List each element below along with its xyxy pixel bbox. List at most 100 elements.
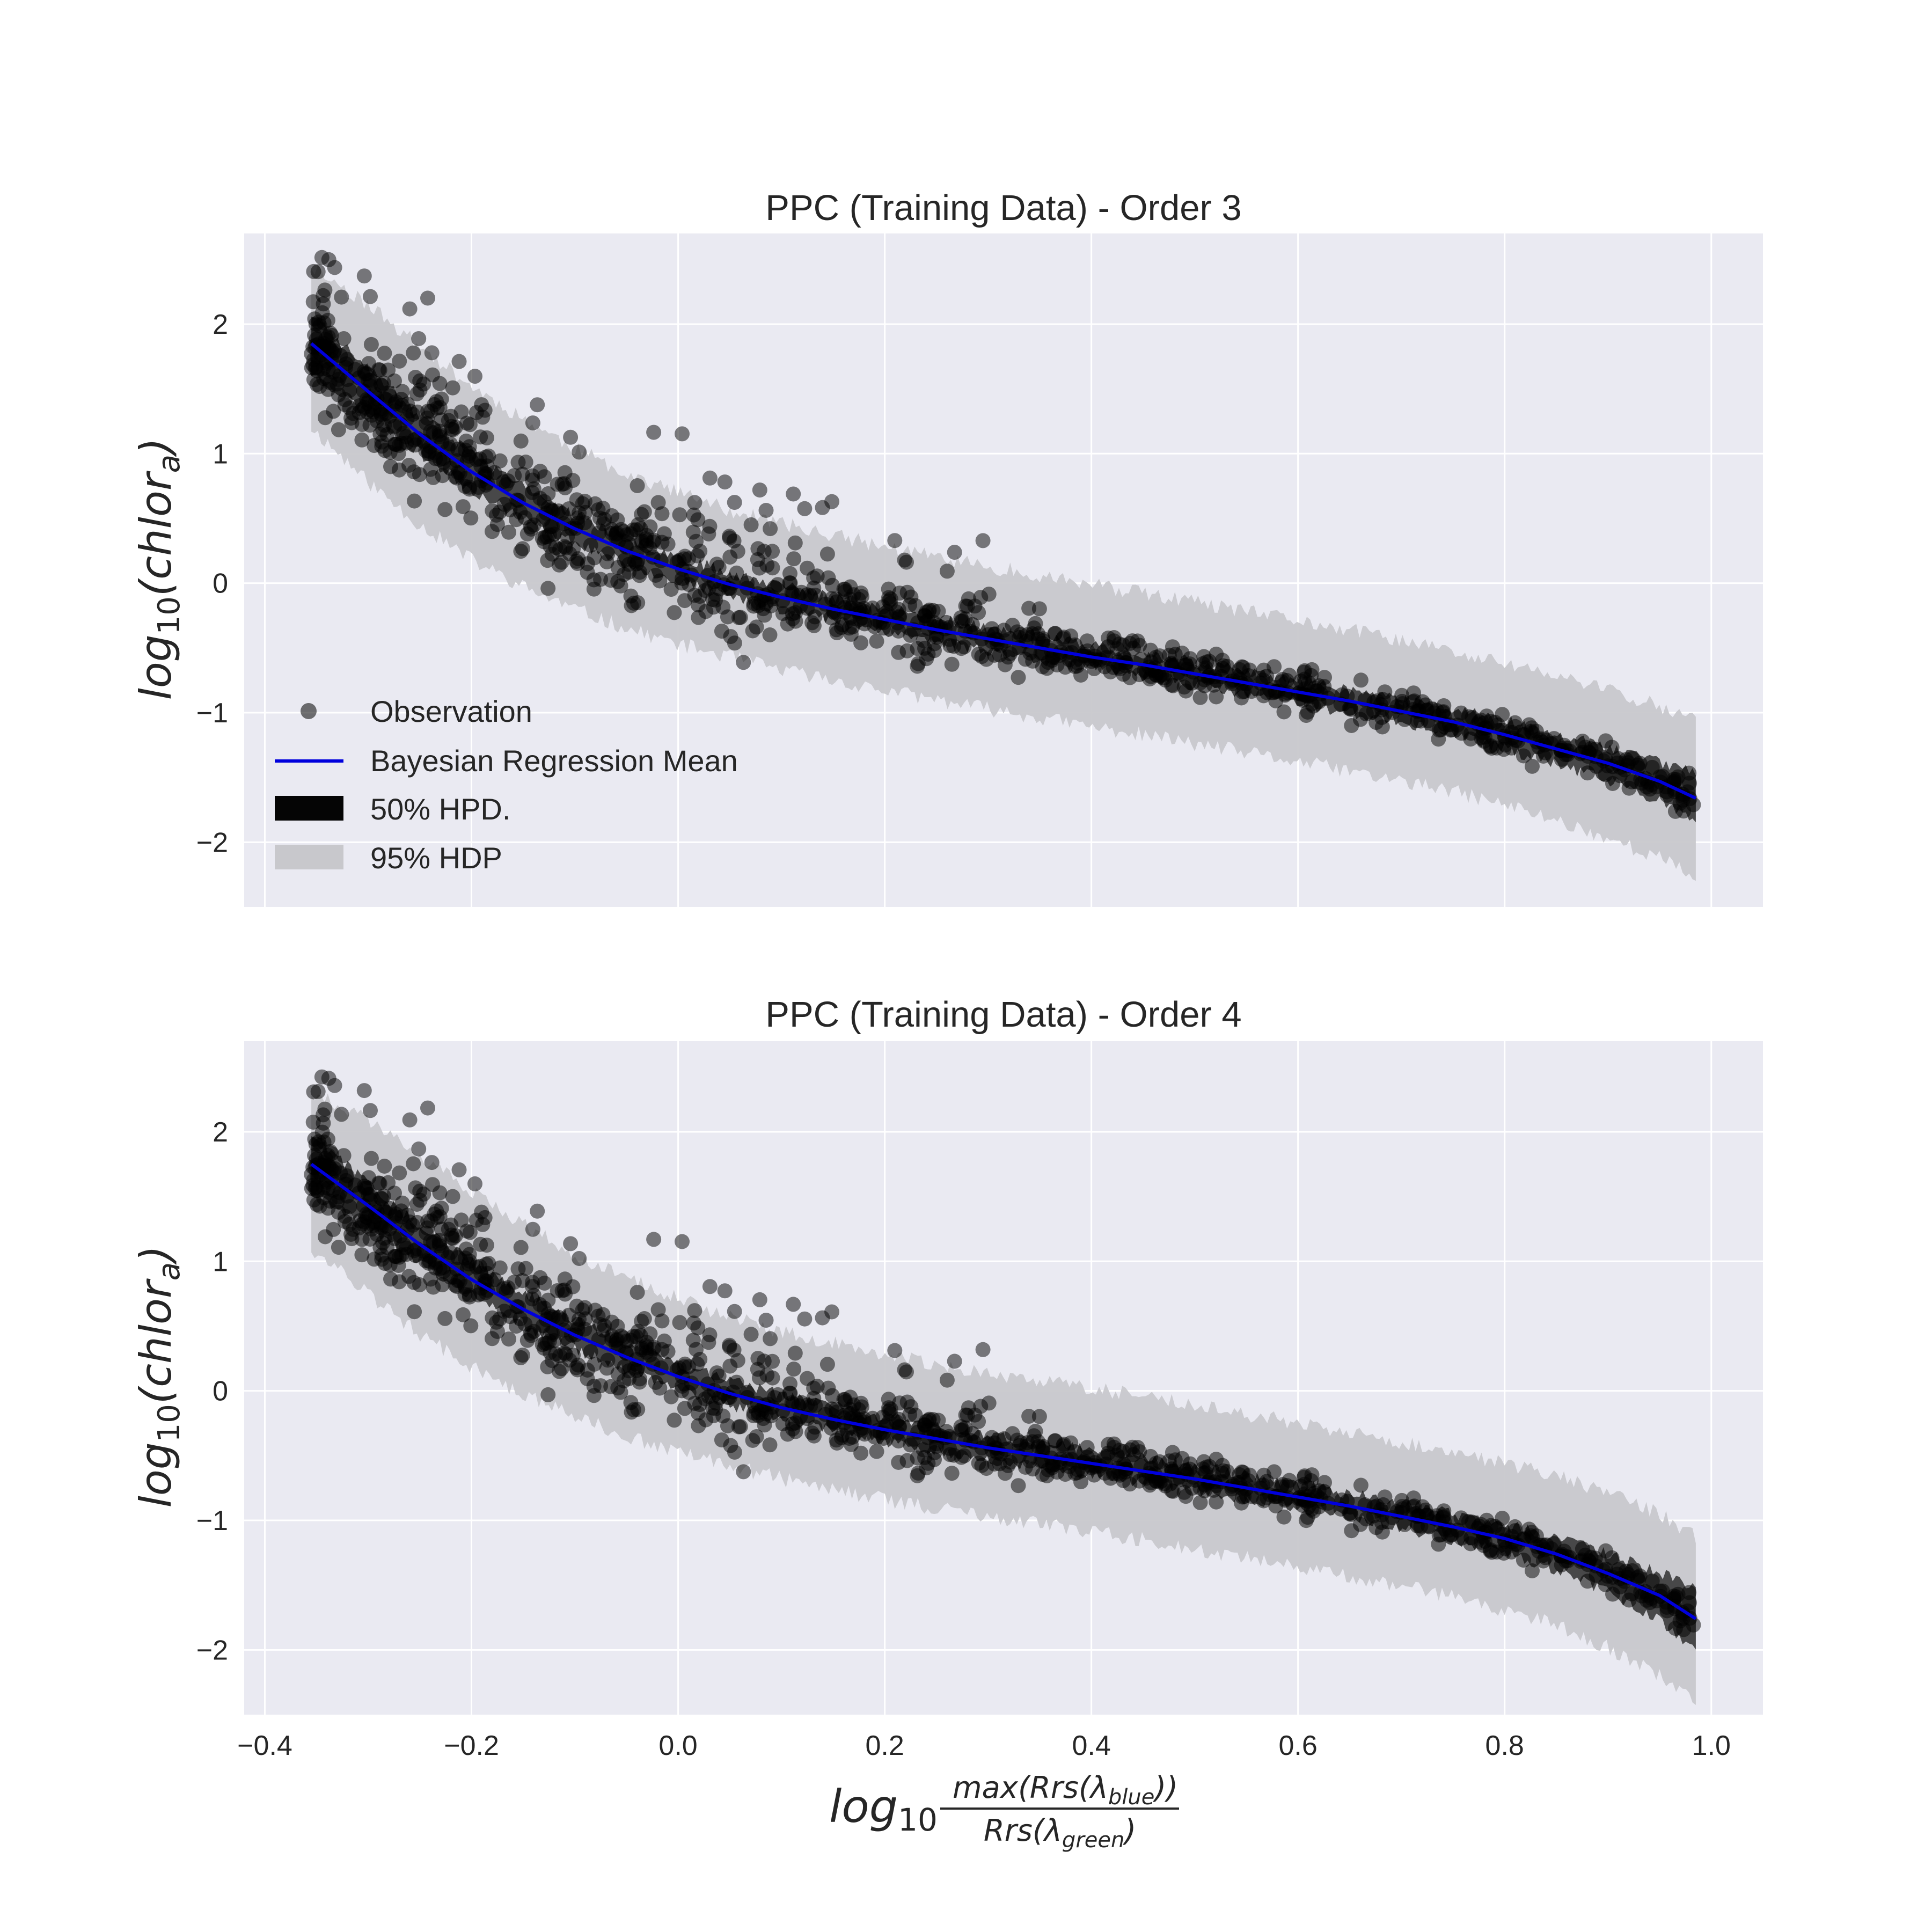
observation-point — [1067, 637, 1082, 653]
observation-point — [420, 1220, 435, 1236]
observation-point — [432, 400, 448, 415]
observation-point — [432, 1209, 448, 1225]
observation-point — [675, 1234, 690, 1249]
observation-point — [1148, 1455, 1164, 1471]
observation-point — [636, 504, 652, 519]
y-axis-label: log10(chlora) — [131, 1246, 187, 1508]
observation-point — [377, 346, 392, 361]
observation-point — [869, 633, 884, 649]
observation-point — [445, 380, 460, 396]
observation-point — [910, 658, 925, 674]
observation-point — [1256, 688, 1271, 704]
observation-point — [1484, 1545, 1499, 1560]
observation-point — [344, 1231, 360, 1247]
observation-point — [451, 1162, 467, 1177]
x-axis-label-denominator: Rrs(λgreen) — [984, 1813, 1136, 1853]
observation-point — [572, 444, 587, 460]
observation-point — [331, 422, 346, 437]
observation-point — [321, 1071, 336, 1086]
observation-point — [312, 1198, 327, 1214]
observation-point — [1067, 1466, 1083, 1481]
observation-point — [947, 545, 962, 560]
mean-line — [310, 1162, 1697, 1620]
chart-title: PPC (Training Data) - Order 3 — [765, 188, 1241, 228]
observation-point — [958, 1407, 974, 1423]
observation-point — [1044, 653, 1060, 668]
observation-point — [800, 587, 815, 603]
observation-point — [501, 524, 516, 540]
observation-point — [782, 575, 797, 591]
observation-point — [875, 599, 891, 614]
observation-point — [899, 584, 915, 600]
observation-point — [654, 1342, 670, 1357]
observation-points — [304, 250, 1701, 819]
x-axis-label-numerator: max(Rrs(λblue)) — [953, 1770, 1178, 1810]
observation-point — [412, 1277, 427, 1292]
observation-point — [770, 1387, 786, 1402]
observation-point — [1192, 690, 1208, 705]
observation-point — [1192, 1495, 1208, 1510]
observation-point — [800, 1397, 815, 1413]
observation-point — [897, 552, 912, 568]
observation-point — [563, 1236, 579, 1252]
y-tick-label: −1 — [196, 1505, 228, 1536]
observation-point — [639, 528, 654, 543]
observation-point — [1126, 1447, 1141, 1462]
observation-point — [492, 1260, 508, 1276]
observation-point — [887, 1343, 903, 1358]
observation-point — [917, 1450, 932, 1465]
observation-point — [592, 1317, 608, 1332]
observation-point — [1298, 708, 1314, 723]
observation-point — [891, 623, 906, 639]
observation-point — [1026, 1428, 1042, 1444]
legend-mean-label: Bayesian Regression Mean — [370, 744, 738, 778]
observation-point — [1202, 1459, 1217, 1474]
observation-point — [797, 501, 813, 516]
observation-point — [616, 567, 632, 582]
observation-point — [711, 560, 727, 575]
observation-point — [667, 605, 682, 620]
observation-point — [306, 1084, 321, 1100]
observation-point — [361, 372, 376, 388]
observation-point — [708, 1395, 723, 1411]
observation-point — [917, 640, 932, 656]
observation-point — [532, 464, 548, 479]
observation-point — [354, 1247, 370, 1263]
observation-point — [1235, 1489, 1250, 1505]
observation-point — [348, 362, 363, 377]
observation-point — [944, 1466, 960, 1481]
observation-point — [939, 1372, 955, 1388]
observation-point — [352, 398, 368, 413]
observation-point — [726, 1342, 742, 1358]
observation-point — [702, 470, 718, 486]
observation-point — [1343, 701, 1359, 717]
observation-point — [1143, 669, 1159, 684]
observation-point — [1067, 1444, 1082, 1459]
observation-point — [352, 1213, 368, 1228]
observation-point — [829, 1432, 844, 1448]
x-tick-label: −0.4 — [237, 1730, 292, 1761]
observation-point — [1182, 656, 1197, 672]
observation-point — [650, 1302, 666, 1318]
observation-point — [1143, 1475, 1159, 1490]
observation-point — [1214, 653, 1230, 668]
observation-point — [797, 1311, 813, 1327]
observation-point — [881, 1392, 896, 1407]
observation-point — [406, 1243, 422, 1258]
observation-point — [899, 1394, 915, 1410]
observation-point — [420, 290, 435, 306]
observation-point — [690, 512, 706, 528]
observation-point — [1022, 1453, 1038, 1469]
observation-point — [689, 533, 704, 549]
observation-point — [459, 1224, 474, 1239]
observation-point — [1256, 1467, 1271, 1483]
observation-point — [1079, 1440, 1095, 1455]
observation-point — [592, 510, 608, 526]
observation-point — [361, 356, 377, 371]
observation-point — [743, 1327, 759, 1342]
observation-point — [942, 632, 957, 647]
observation-point — [1587, 1550, 1603, 1566]
observation-point — [316, 315, 332, 331]
observation-point — [499, 477, 514, 492]
observation-point — [800, 560, 815, 576]
